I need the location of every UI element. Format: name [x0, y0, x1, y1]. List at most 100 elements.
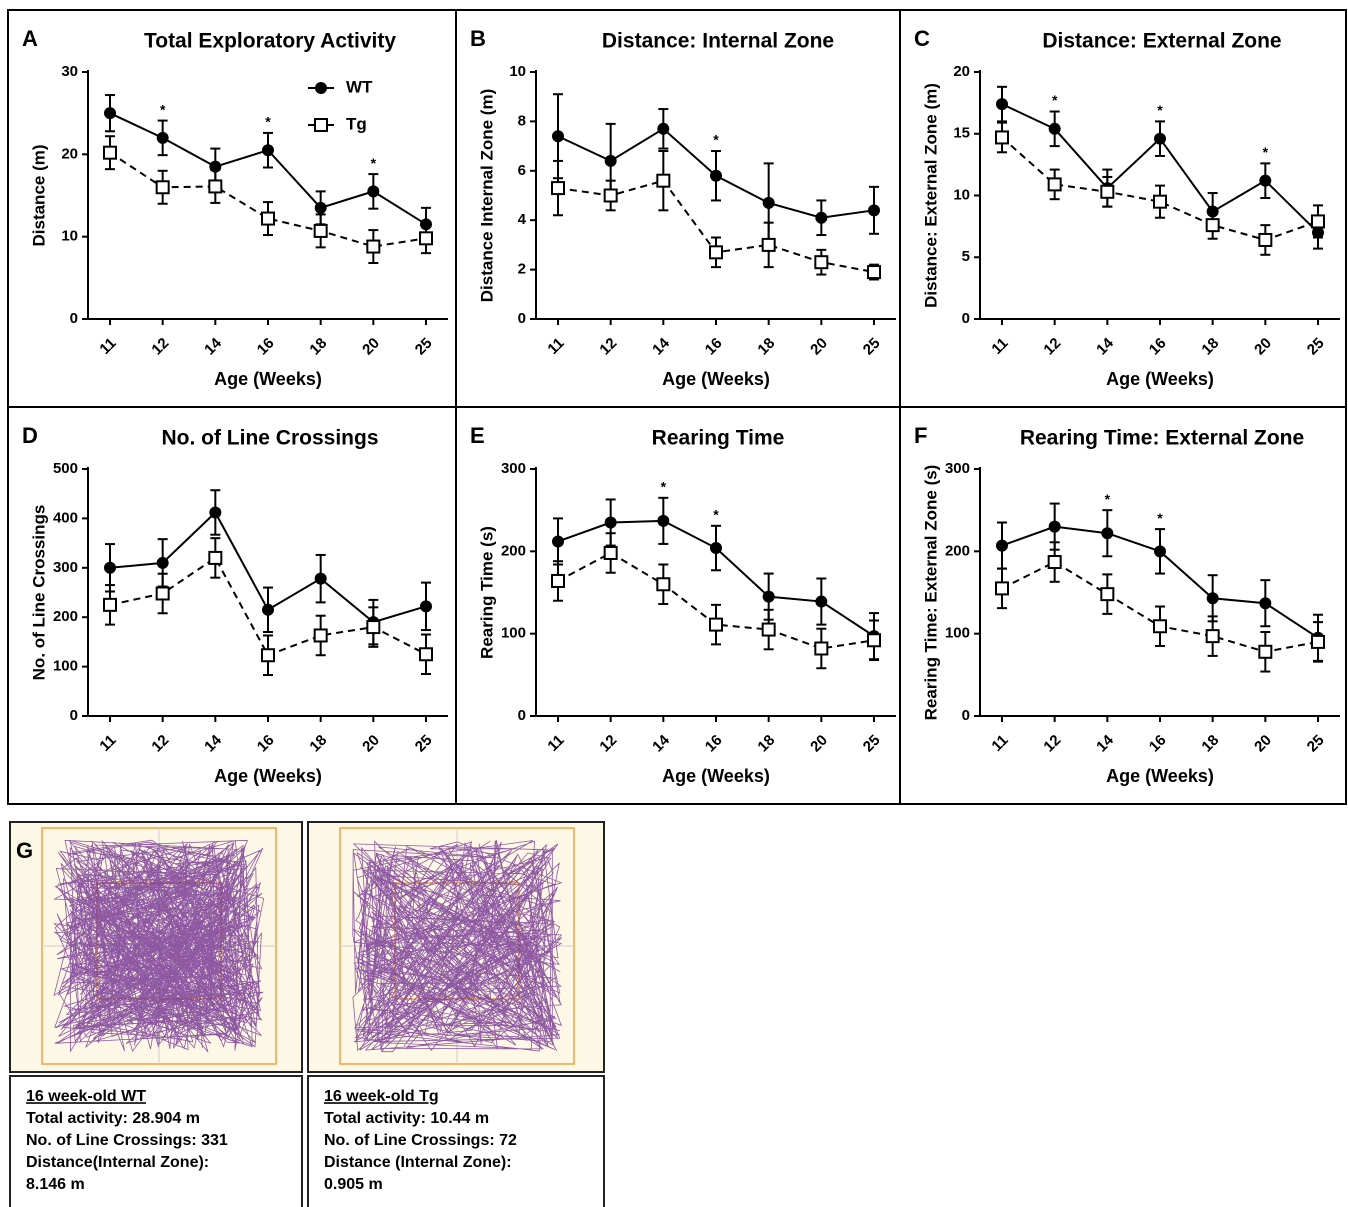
marker — [1154, 196, 1166, 208]
significance-marker: * — [661, 479, 667, 495]
legend-label: Tg — [346, 114, 367, 133]
y-axis-label: No. of Line Crossings — [29, 505, 48, 681]
marker — [1049, 123, 1061, 135]
x-tick-label: 12 — [596, 732, 620, 756]
recording-line: 8.146 m — [26, 1176, 85, 1193]
marker — [1101, 186, 1113, 198]
significance-marker: * — [713, 132, 719, 148]
x-tick-label: 16 — [1146, 732, 1170, 756]
y-tick-label: 0 — [70, 707, 78, 724]
significance-marker: * — [1157, 510, 1163, 526]
x-tick-label: 18 — [306, 732, 330, 756]
y-tick-label: 500 — [53, 460, 78, 477]
y-tick-label: 0 — [518, 310, 526, 327]
x-tick-label: 12 — [148, 335, 172, 359]
x-tick-label: 11 — [988, 732, 1011, 755]
track-panel — [308, 822, 604, 1072]
marker — [1049, 521, 1061, 533]
y-tick-label: 300 — [501, 460, 526, 477]
figure: ATotal Exploratory Activity0102030111214… — [0, 0, 1348, 1207]
y-tick-label: 5 — [962, 248, 970, 265]
y-tick-label: 100 — [53, 658, 78, 675]
x-tick-label: 18 — [1198, 335, 1222, 359]
x-axis-label: Age (Weeks) — [662, 369, 770, 389]
marker — [1259, 234, 1271, 246]
chart-title: Distance: Internal Zone — [602, 30, 834, 53]
x-tick-label: 25 — [412, 732, 436, 756]
marker — [157, 181, 169, 193]
y-tick-label: 400 — [53, 509, 78, 526]
y-tick-label: 8 — [518, 112, 526, 129]
x-tick-label: 20 — [359, 335, 383, 359]
marker — [262, 144, 274, 156]
y-tick-label: 0 — [518, 707, 526, 724]
y-tick-label: 100 — [945, 625, 970, 642]
marker — [157, 587, 169, 599]
marker — [996, 540, 1008, 552]
x-tick-label: 14 — [649, 334, 673, 358]
marker — [996, 98, 1008, 110]
y-axis-label: Distance (m) — [29, 144, 48, 246]
marker — [996, 582, 1008, 594]
recording-line: Distance (Internal Zone): — [324, 1154, 512, 1171]
marker — [868, 634, 880, 646]
marker — [1049, 178, 1061, 190]
marker — [104, 562, 116, 574]
x-tick-label: 14 — [201, 731, 225, 755]
marker — [315, 225, 327, 237]
significance-marker: * — [1157, 102, 1163, 118]
marker — [710, 246, 722, 258]
chart-title: Distance: External Zone — [1042, 30, 1281, 53]
x-tick-label: 11 — [988, 335, 1011, 358]
y-axis-label: Distance Internal Zone (m) — [477, 89, 496, 302]
significance-marker: * — [371, 155, 377, 171]
panel-letter: E — [470, 423, 485, 448]
y-tick-label: 0 — [70, 310, 78, 327]
x-tick-label: 11 — [96, 732, 119, 755]
significance-marker: * — [265, 114, 271, 130]
marker — [605, 517, 617, 529]
marker — [1259, 597, 1271, 609]
chart-title: Rearing Time: External Zone — [1020, 427, 1304, 450]
marker — [315, 629, 327, 641]
marker — [710, 542, 722, 554]
marker — [552, 575, 564, 587]
x-axis-label: Age (Weeks) — [1106, 369, 1214, 389]
marker — [1049, 556, 1061, 568]
x-tick-label: 18 — [754, 732, 778, 756]
x-tick-label: 16 — [254, 732, 278, 756]
marker — [420, 648, 432, 660]
marker — [657, 578, 669, 590]
marker — [1312, 636, 1324, 648]
panel-letter: B — [470, 26, 486, 51]
x-axis-label: Age (Weeks) — [1106, 766, 1214, 786]
y-tick-label: 200 — [501, 542, 526, 559]
panel-letter: D — [22, 423, 38, 448]
y-tick-label: 0 — [962, 707, 970, 724]
marker — [367, 621, 379, 633]
recording-title: 16 week-old Tg — [324, 1088, 439, 1105]
marker — [209, 180, 221, 192]
marker — [1207, 630, 1219, 642]
significance-marker: * — [1263, 144, 1269, 160]
marker — [815, 212, 827, 224]
marker — [657, 175, 669, 187]
marker — [315, 573, 327, 585]
marker — [657, 515, 669, 527]
marker — [763, 239, 775, 251]
marker — [710, 170, 722, 182]
marker — [209, 552, 221, 564]
legend-label: WT — [346, 77, 373, 96]
marker — [1101, 527, 1113, 539]
y-axis-label: Distance: External Zone (m) — [921, 83, 940, 308]
x-axis-label: Age (Weeks) — [662, 766, 770, 786]
significance-marker: * — [1105, 491, 1111, 507]
x-tick-label: 25 — [412, 335, 436, 359]
y-tick-label: 20 — [61, 145, 78, 162]
x-tick-label: 12 — [596, 335, 620, 359]
panel-letter: G — [16, 838, 33, 863]
y-tick-label: 10 — [61, 228, 78, 245]
